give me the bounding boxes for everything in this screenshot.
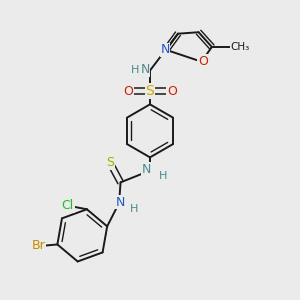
Text: N: N (160, 44, 170, 56)
Text: S: S (106, 156, 114, 169)
Text: H: H (158, 171, 167, 181)
Text: N: N (115, 196, 125, 208)
Text: S: S (146, 84, 154, 98)
Text: Cl: Cl (61, 199, 74, 212)
Text: N: N (142, 163, 151, 176)
Text: CH₃: CH₃ (231, 42, 250, 52)
Text: Br: Br (32, 239, 45, 252)
Text: N: N (140, 63, 150, 76)
Text: O: O (167, 85, 177, 98)
Text: H: H (130, 65, 139, 75)
Text: H: H (130, 204, 138, 214)
Text: O: O (123, 85, 133, 98)
Text: O: O (198, 55, 208, 68)
